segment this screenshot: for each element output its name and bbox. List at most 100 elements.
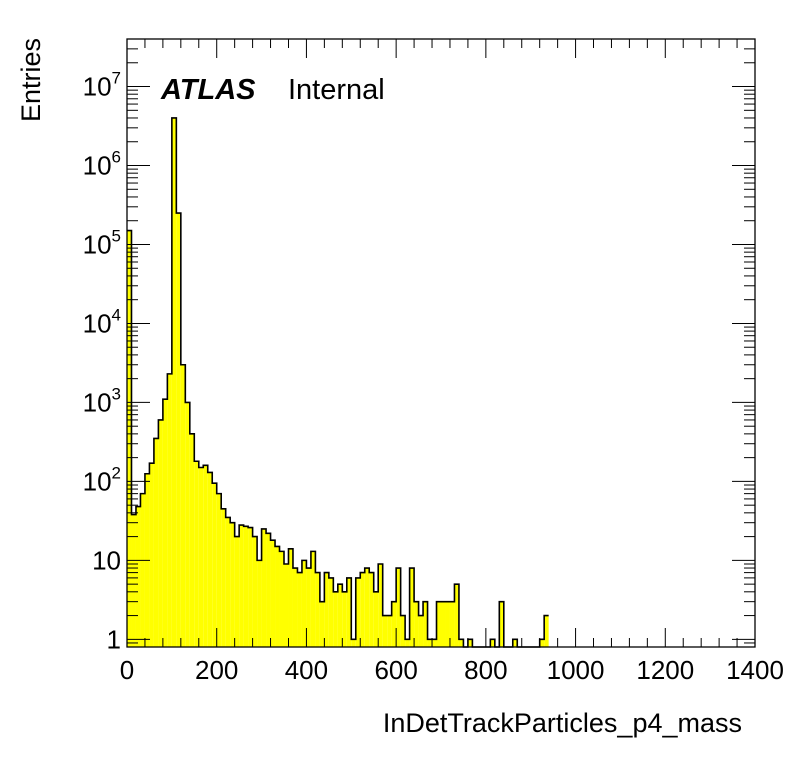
histogram-bar: [140, 493, 145, 647]
histogram-bar: [310, 551, 316, 647]
histogram-bar: [449, 601, 455, 647]
x-axis-ticks: [126, 39, 756, 647]
histogram-bar: [149, 463, 154, 647]
y-axis-label: Entries: [16, 38, 46, 122]
histogram-bar: [252, 536, 258, 647]
histogram-bar: [405, 639, 410, 647]
histogram-bar: [292, 568, 298, 647]
histogram-bar: [458, 639, 464, 647]
histogram-bar: [373, 591, 379, 647]
histogram-bar: [284, 563, 289, 647]
histogram-bar: [337, 584, 343, 647]
histogram-bar: [261, 528, 267, 647]
histogram-bar: [270, 540, 276, 647]
histogram-bar: [409, 568, 415, 647]
histogram-bar: [432, 639, 437, 647]
y-tick-label: 104: [83, 305, 121, 338]
y-axis-tick-labels: 1 10 102 103 104 105 106 107: [83, 69, 121, 655]
y-tick-label: 102: [83, 463, 121, 496]
histogram-bar: [135, 506, 141, 647]
histogram-bar: [315, 572, 320, 647]
x-tick-label: 1200: [636, 655, 694, 685]
histogram-bar: [171, 117, 177, 647]
histogram-bar: [499, 601, 504, 647]
y-tick-label: 10: [92, 545, 121, 575]
histogram-bar: [297, 572, 302, 647]
histogram-bar: [221, 508, 226, 647]
histogram-bar: [189, 433, 195, 647]
x-axis-label: InDetTrackParticles_p4_mass: [383, 708, 742, 738]
histogram-bar: [167, 373, 172, 647]
histogram-bar: [207, 472, 213, 647]
histogram-bar: [333, 591, 338, 647]
histogram-bar: [131, 514, 136, 647]
y-tick-label: 1: [107, 624, 121, 654]
histogram-bar: [400, 615, 406, 647]
histogram-bar: [257, 560, 262, 647]
histogram-bar: [360, 572, 365, 647]
y-axis-ticks: [127, 38, 755, 648]
histogram-bar: [544, 615, 549, 647]
histogram-bar: [225, 517, 231, 647]
histogram-bar: [216, 493, 222, 647]
histogram-bar: [248, 527, 253, 647]
histogram-bar: [342, 591, 347, 647]
histogram-bar: [364, 568, 370, 647]
histogram-bar: [382, 615, 388, 647]
histogram-bar: [239, 525, 244, 647]
histogram-bar: [301, 560, 307, 647]
histogram-bar: [162, 399, 168, 647]
histogram-bar: [427, 639, 433, 647]
plot-frame: [126, 38, 756, 648]
histogram-bar: [324, 572, 329, 647]
histogram-bar: [441, 601, 446, 647]
x-tick-label: 400: [285, 655, 328, 685]
histogram-bar: [436, 601, 441, 647]
x-tick-label: 600: [374, 655, 417, 685]
histogram-bar: [351, 639, 356, 647]
histogram-bar: [275, 546, 280, 647]
y-tick-label: 106: [83, 148, 121, 181]
y-tick-label: 107: [83, 69, 121, 102]
x-tick-label: 1400: [726, 655, 784, 685]
histogram-bar: [539, 639, 545, 647]
histogram-bar: [414, 601, 419, 647]
atlas-label: ATLAS: [160, 74, 256, 106]
histogram-bar: [319, 601, 325, 647]
histogram-bar: [396, 568, 401, 647]
histogram-bar: [391, 601, 397, 647]
histogram-bar: [279, 551, 284, 647]
histogram-bar: [467, 639, 473, 647]
frame-box: [126, 38, 756, 648]
histogram-bar: [185, 402, 190, 647]
x-tick-label: 800: [464, 655, 507, 685]
histogram-bar: [490, 639, 495, 647]
histogram-bar: [378, 563, 383, 647]
histogram-bar: [355, 577, 361, 647]
x-tick-label: 0: [120, 655, 134, 685]
histogram-bar: [203, 465, 208, 647]
histogram-bar: [176, 213, 181, 648]
x-axis-tick-labels: 0 200 400 600 800 1000 1200 1400: [120, 655, 784, 685]
histogram-bar: [346, 577, 352, 647]
histogram-bar: [306, 568, 311, 647]
histogram-bar: [445, 601, 450, 647]
histogram-bar: [158, 419, 163, 647]
y-tick-label: 105: [83, 226, 121, 259]
histogram-bar: [512, 639, 518, 647]
histogram-bar: [369, 572, 374, 647]
histogram-bar: [234, 536, 240, 647]
histogram-bar: [198, 467, 204, 647]
y-tick-label: 103: [83, 384, 121, 417]
x-tick-label: 200: [195, 655, 238, 685]
histogram-bar: [153, 438, 159, 647]
histogram-bar: [387, 615, 392, 647]
histogram-bar: [212, 483, 217, 647]
histogram-bar: [454, 584, 459, 647]
histogram-bar: [266, 533, 271, 647]
histogram-bar: [423, 601, 428, 647]
histogram-bar: [180, 364, 186, 647]
histogram-bar: [288, 548, 293, 647]
histogram-bar: [328, 577, 334, 647]
